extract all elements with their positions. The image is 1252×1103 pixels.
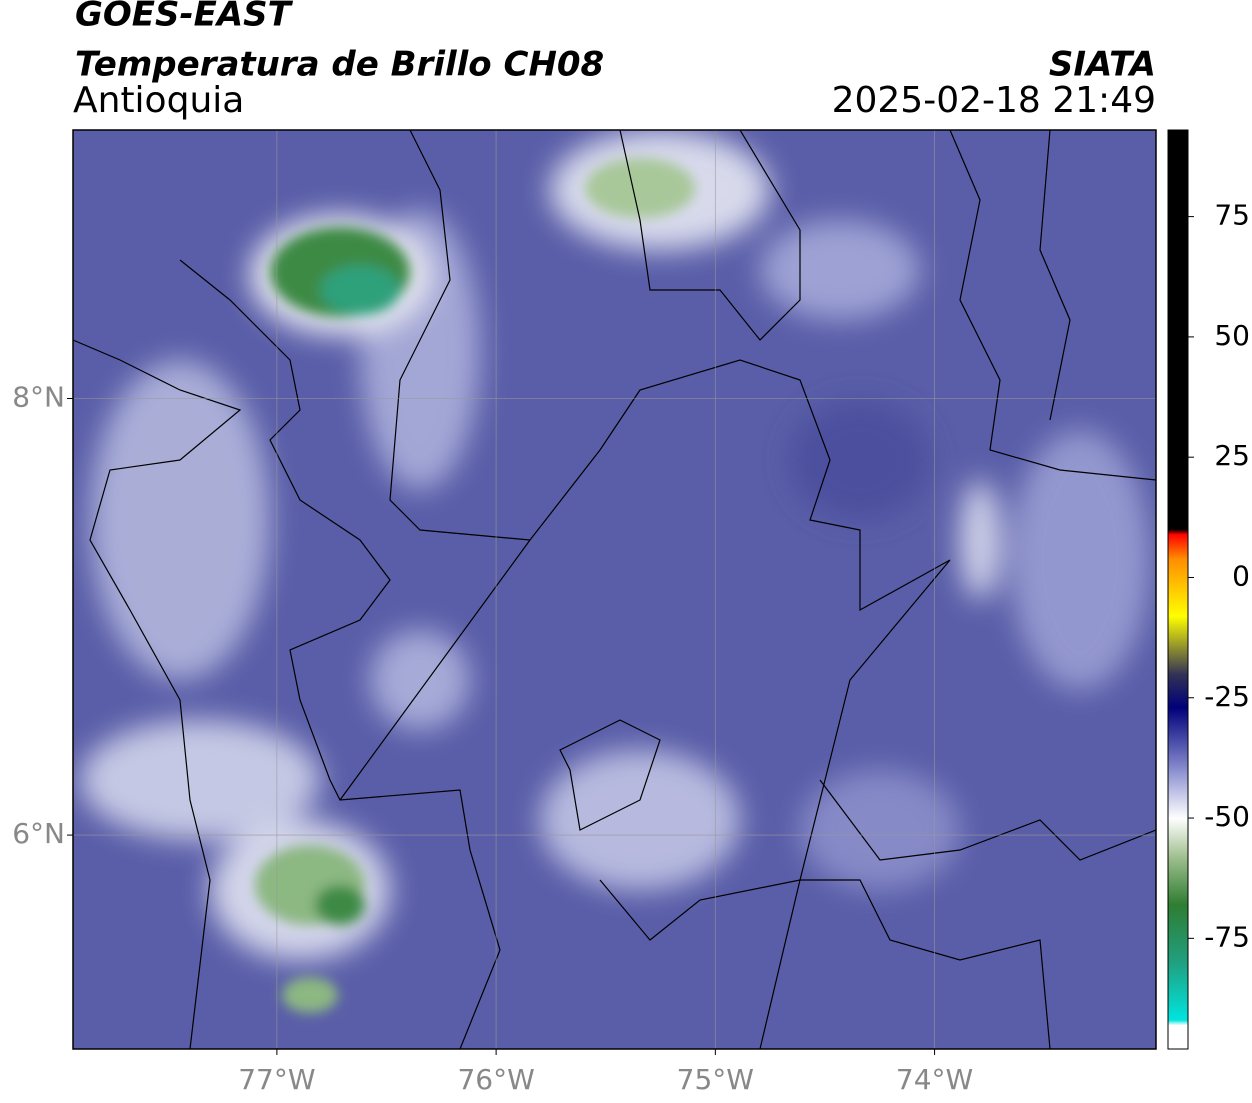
colorbar-segment (1168, 529, 1188, 535)
colorbar-tick-label: 25 (1214, 439, 1250, 472)
x-tick-label: 77°W (238, 1063, 315, 1096)
subtitle: Temperatura de Brillo CH08 (75, 45, 604, 85)
grid (73, 130, 1156, 1049)
colorbar-tick-label: -50 (1204, 800, 1250, 833)
colorbar (1168, 130, 1188, 1050)
colorbar-segment (1168, 534, 1188, 559)
colorbar-segment (1168, 615, 1188, 675)
timestamp: 2025-02-18 21:49 (832, 80, 1156, 121)
colorbar-segment (1168, 130, 1188, 530)
colorbar-segment (1168, 769, 1188, 819)
colorbar-segment (1168, 558, 1188, 617)
x-tick-label: 76°W (457, 1063, 534, 1096)
colorbar-tick-label: 75 (1214, 199, 1250, 232)
x-tick-label: 75°W (677, 1063, 754, 1096)
colorbar-tick-label: -75 (1204, 920, 1250, 953)
colorbar-tick-label: -25 (1204, 680, 1250, 713)
region: Antioquia (73, 80, 244, 121)
title: GOES-EAST (75, 0, 294, 35)
colorbar-segment (1168, 1020, 1188, 1026)
colorbar-segment (1168, 856, 1188, 906)
y-tick-label: 8°N (12, 380, 65, 413)
colorbar-tick-label: 0 (1232, 559, 1250, 592)
colorbar-tick-label: 50 (1214, 319, 1250, 352)
map-frame (72, 129, 1157, 1050)
source: SIATA (1049, 45, 1156, 85)
colorbar-segment (1168, 904, 1188, 963)
imagery (73, 130, 1156, 1049)
y-tick-label: 6°N (12, 817, 65, 850)
colorbar-frame (1167, 129, 1189, 1050)
x-tick-label: 74°W (896, 1063, 973, 1096)
colorbar-segment (1168, 962, 1188, 1021)
colorbar-segment (1168, 707, 1188, 771)
colorbar-segment (1168, 818, 1188, 858)
colorbar-segment (1168, 673, 1188, 708)
colorbar-segment (1168, 1024, 1188, 1050)
